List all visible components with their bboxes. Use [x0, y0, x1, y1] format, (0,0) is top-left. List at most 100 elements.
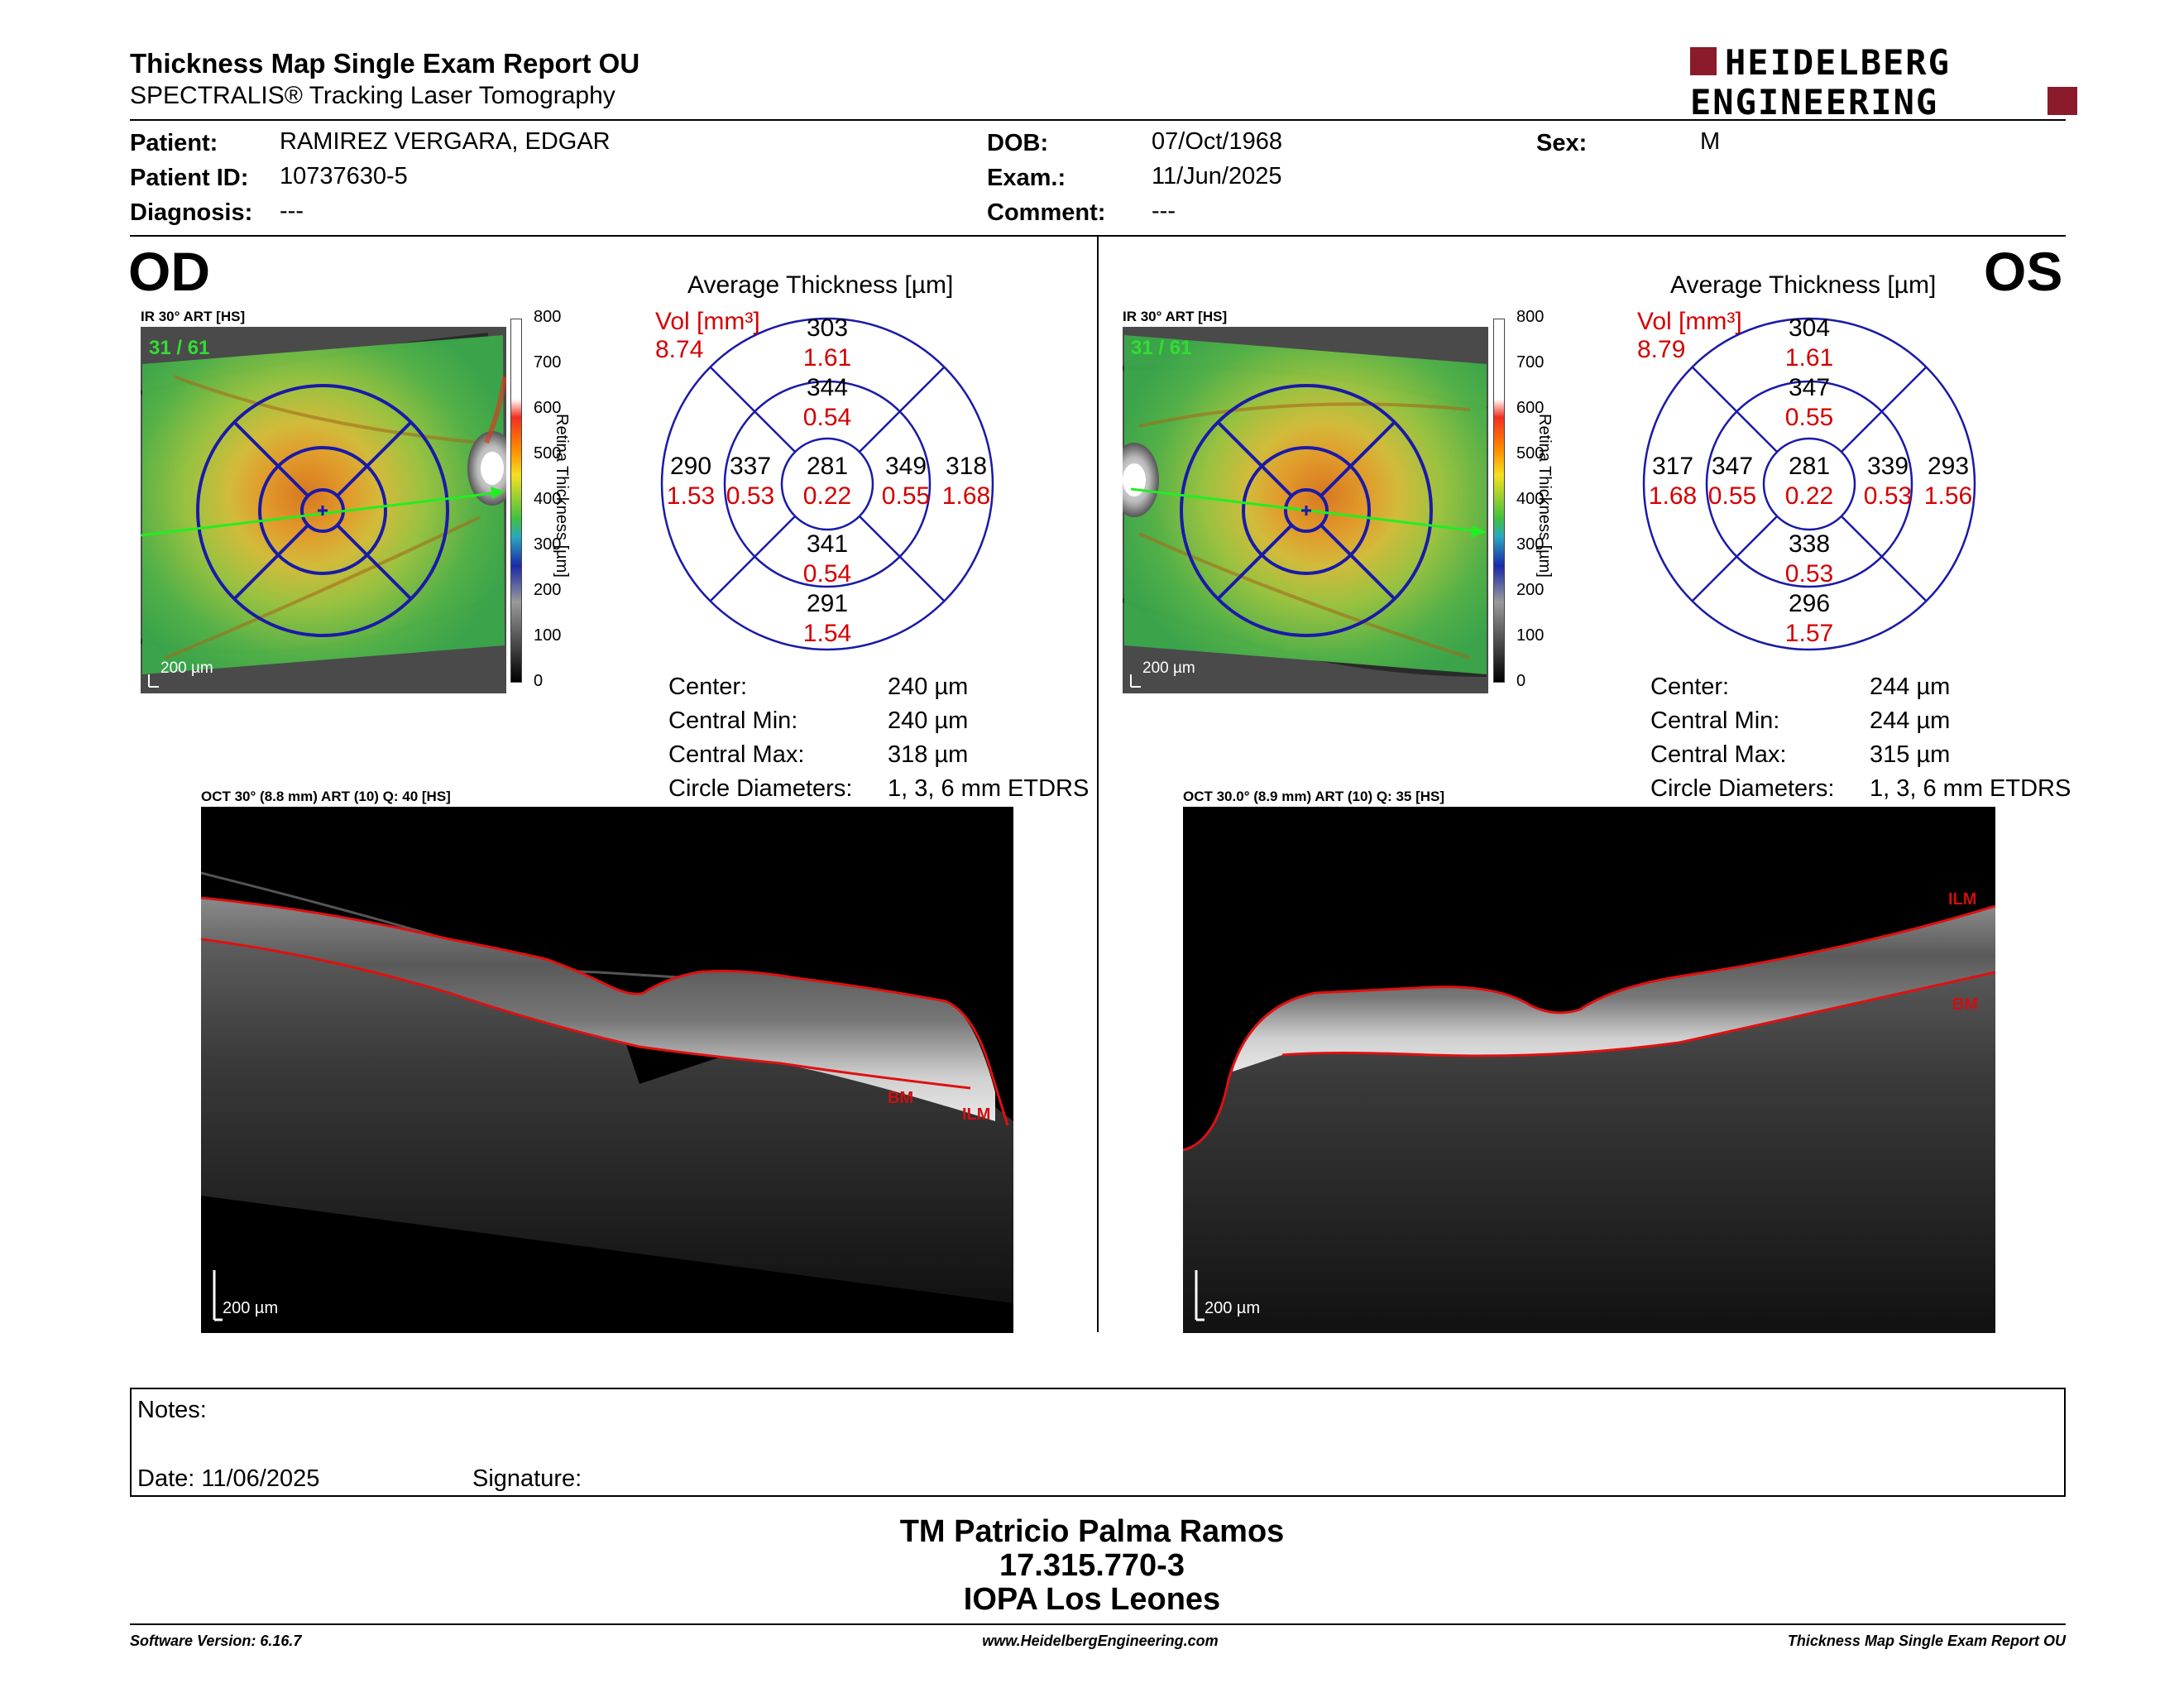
os-stat-label: Circle Diameters:	[1650, 775, 1835, 802]
os-outer-left-vol: 1.68	[1649, 482, 1697, 510]
report-title: Thickness Map Single Exam Report OU	[130, 48, 640, 79]
os-stat-value: 244 µm	[1870, 674, 1951, 700]
od-colorbar-tick: 800	[534, 308, 562, 326]
od-inner-right-vol: 0.55	[882, 482, 930, 510]
sex-value: M	[1700, 128, 1721, 155]
od-vol-label: Vol [mm³]	[655, 308, 760, 335]
sex-label: Sex:	[1536, 130, 1588, 156]
os-colorbar	[1493, 319, 1505, 683]
os-stat-value: 315 µm	[1870, 741, 1951, 768]
os-oct-scale: 200 µm	[1205, 1299, 1260, 1317]
notes-date: Date: 11/06/2025	[137, 1465, 320, 1492]
patient-label: Patient:	[130, 130, 218, 156]
od-etdrs-grid: 303 1.61 344 0.54 290 1.53 337 0.53 281 …	[660, 314, 994, 651]
od-outer-inf-vol: 1.54	[803, 620, 851, 647]
os-colorbar-tick: 400	[1516, 490, 1545, 508]
os-outer-left: 317	[1652, 453, 1693, 480]
od-stat-label: Center:	[668, 674, 748, 700]
od-outer-left: 290	[670, 453, 711, 480]
footer-divider	[130, 1623, 2066, 1625]
website-link[interactable]: www.HeidelbergEngineering.com	[982, 1633, 1219, 1649]
os-colorbar-ticks: 800 700 600 500 400 300 200 100 0	[1516, 308, 1549, 697]
os-etdrs-grid: 304 1.61 347 0.55 317 1.68 347 0.55 281 …	[1642, 314, 1976, 651]
od-colorbar-tick: 0	[534, 672, 544, 690]
os-inner-inf: 338	[1789, 530, 1830, 558]
os-fundus-image: 31 / 61 200 µm	[1123, 327, 1488, 693]
od-eye-label: OD	[128, 241, 210, 302]
notes-box[interactable]: Notes: Date: 11/06/2025 Signature:	[130, 1388, 2066, 1497]
od-vol-value: 8.74	[655, 336, 704, 363]
os-center: 281	[1789, 453, 1830, 480]
os-inner-sup-vol: 0.55	[1785, 404, 1833, 431]
od-ir-label: IR 30° ART [HS]	[141, 309, 246, 324]
header-divider	[130, 119, 2066, 121]
od-stat-label: Circle Diameters:	[668, 775, 853, 802]
od-ilm-label: ILM	[962, 1105, 990, 1124]
os-outer-inf-vol: 1.57	[1785, 620, 1833, 647]
os-stat-label: Center:	[1650, 674, 1730, 700]
os-center-vol: 0.22	[1785, 482, 1833, 510]
od-stat-value: 240 µm	[888, 674, 969, 700]
od-inner-right: 349	[885, 453, 927, 480]
os-colorbar-label: Retina Thickness [µm]	[1535, 414, 1554, 578]
od-avg-title: Average Thickness [µm]	[687, 271, 954, 299]
comment-value: ---	[1152, 198, 1176, 224]
os-colorbar-tick: 800	[1516, 308, 1545, 326]
patient-id-label: Patient ID:	[130, 165, 249, 191]
os-inner-left: 347	[1712, 453, 1753, 480]
os-colorbar-tick: 100	[1516, 626, 1545, 645]
signature-label: Signature:	[472, 1465, 582, 1492]
od-stats-labels: Center: Central Min: Central Max: Circle…	[668, 670, 852, 806]
comment-label: Comment:	[987, 199, 1106, 226]
footer-report-name: Thickness Map Single Exam Report OU	[1787, 1633, 2066, 1649]
os-stat-value: 244 µm	[1870, 707, 1951, 734]
os-oct-bscan: ILM BM 200 µm	[1183, 807, 1995, 1333]
od-inner-sup: 344	[807, 374, 848, 401]
os-colorbar-tick: 0	[1516, 672, 1526, 690]
signer-rut: 17.315.770-3	[999, 1548, 1185, 1583]
od-bm-label: BM	[888, 1089, 913, 1107]
od-stat-label: Central Max:	[668, 741, 805, 768]
od-inner-left-vol: 0.53	[726, 482, 774, 510]
od-stat-value: 318 µm	[888, 741, 969, 768]
patient-name: RAMIREZ VERGARA, EDGAR	[280, 128, 611, 155]
od-inner-inf-vol: 0.54	[803, 560, 851, 587]
od-frame-count: 31 / 61	[149, 337, 209, 359]
os-outer-sup-vol: 1.61	[1785, 344, 1833, 372]
os-vol-label: Vol [mm³]	[1637, 308, 1742, 335]
od-center: 281	[807, 453, 848, 480]
od-colorbar-ticks: 800 700 600 500 400 300 200 100 0	[534, 308, 567, 697]
os-stat-label: Central Max:	[1650, 741, 1787, 768]
od-outer-inf: 291	[807, 590, 848, 617]
os-stats-values: 244 µm 244 µm 315 µm 1, 3, 6 mm ETDRS	[1870, 670, 2071, 806]
od-oct-label: OCT 30° (8.8 mm) ART (10) Q: 40 [HS]	[201, 789, 451, 804]
os-inner-right: 339	[1867, 453, 1909, 480]
od-colorbar-tick: 400	[534, 490, 562, 508]
od-oct-bscan: BM ILM 200 µm	[201, 807, 1013, 1333]
od-center-vol: 0.22	[803, 482, 851, 510]
report-subtitle: SPECTRALIS® Tracking Laser Tomography	[130, 82, 615, 109]
os-oct-label: OCT 30.0° (8.9 mm) ART (10) Q: 35 [HS]	[1183, 789, 1445, 804]
od-stat-value: 1, 3, 6 mm ETDRS	[888, 775, 1090, 802]
od-outer-left-vol: 1.53	[667, 482, 715, 510]
diagnosis-value: ---	[280, 198, 304, 224]
os-frame-count: 31 / 61	[1131, 337, 1191, 359]
os-inner-left-vol: 0.55	[1708, 482, 1756, 510]
os-stats-labels: Center: Central Min: Central Max: Circle…	[1650, 670, 1834, 806]
od-fundus-scale: 200 µm	[160, 659, 213, 677]
os-ilm-label: ILM	[1948, 890, 1976, 909]
os-colorbar-tick: 200	[1516, 581, 1545, 599]
od-colorbar-tick: 700	[534, 353, 562, 372]
os-outer-inf: 296	[1789, 590, 1830, 617]
od-outer-right-vol: 1.68	[942, 482, 990, 510]
logo-line1: HEIDELBERG	[1725, 46, 1951, 83]
os-inner-sup: 347	[1789, 374, 1830, 401]
logo-line2: ENGINEERING	[1690, 82, 1938, 117]
notes-label: Notes:	[137, 1397, 207, 1423]
od-outer-sup: 303	[807, 314, 848, 342]
diagnosis-label: Diagnosis:	[130, 199, 253, 226]
exam-value: 11/Jun/2025	[1152, 163, 1282, 189]
software-version: Software Version: 6.16.7	[130, 1633, 302, 1649]
os-colorbar-tick: 300	[1516, 535, 1545, 554]
signer-name: TM Patricio Palma Ramos	[899, 1514, 1285, 1549]
